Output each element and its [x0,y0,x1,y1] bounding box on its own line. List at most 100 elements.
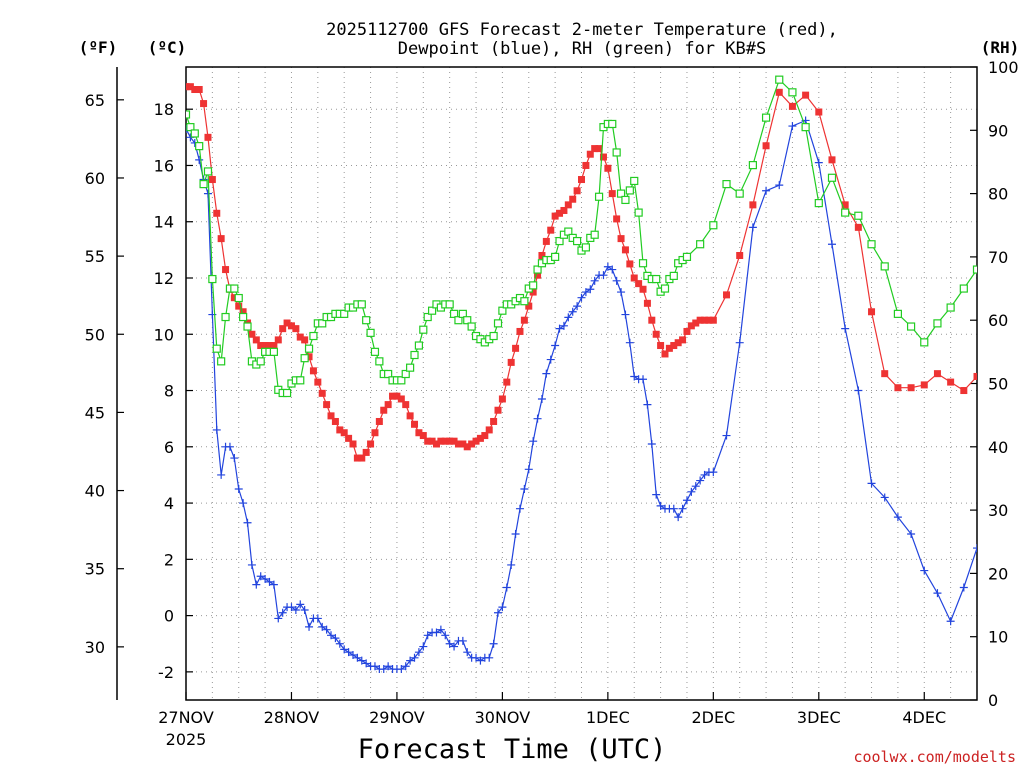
dewpoint-point [617,288,626,297]
dewpoint-point [625,338,634,347]
chart-title-line2: Dewpoint (blue), RH (green) for KB#S [398,39,766,59]
dewpoint-point [494,608,503,617]
rh-point [841,208,850,217]
dewpoint-point [212,425,221,434]
dewpoint-point [537,394,546,403]
dewpoint-point [313,614,322,623]
dewpoint-point [603,262,612,271]
grid-lines [186,67,977,700]
rh-point [401,369,410,379]
temperature-point [331,417,339,425]
temperature-point [200,100,208,108]
temperature-point [191,86,199,94]
dewpoint-point [472,653,481,662]
dewpoint-point [489,639,498,648]
temperature-point [815,108,823,116]
temperature-point [301,336,309,344]
dewpoint-point [647,439,656,448]
temperature-point [437,437,445,445]
temperature-point [608,190,616,198]
temperature-point [933,370,941,378]
temperature-point [591,145,599,153]
fahrenheit-tick-label: 60 [85,169,105,188]
dewpoint-point [406,656,415,665]
rh-point [573,236,582,246]
dewpoint-point [401,662,410,671]
temperature-point [828,156,836,164]
temperature-point [613,215,621,223]
rh-point [555,236,564,246]
temperature-point [419,432,427,440]
temperature-point [841,201,849,209]
rh-point [775,75,784,84]
dewpoint-point [305,622,314,631]
celsius-unit-label: (ºC) [148,38,187,57]
temperature-series [186,83,977,462]
chart-axes [116,66,978,701]
dewpoint-point [546,355,555,364]
rh-tick-label: 50 [988,375,1008,394]
dewpoint-point [234,485,243,493]
temperature-point [551,212,559,220]
temperature-point [367,440,375,448]
dewpoint-point [696,476,705,485]
temperature-point [490,417,498,425]
temperature-point [459,440,467,448]
credit-label: coolwx.com/modelts [853,748,1016,766]
temperature-point [375,417,383,425]
dewpoint-point [195,155,204,164]
dewpoint-point [322,625,331,634]
rh-point [467,322,476,331]
rh-point [458,309,467,318]
rh-tick-label: 100 [988,58,1019,77]
fahrenheit-tick-label: 50 [85,325,105,344]
temperature-point [446,437,454,445]
rh-point [423,312,432,322]
temperature-point [723,291,731,299]
dewpoint-point [880,493,889,502]
rh-point [234,293,243,303]
temperature-point [292,325,300,333]
fahrenheit-tick-label: 30 [85,638,105,657]
rh-tick-label: 0 [988,691,998,710]
fahrenheit-unit-label: (ºF) [79,38,118,57]
rh-point [652,274,661,284]
rh-point [880,262,889,271]
dewpoint-point [920,566,929,575]
rh-point [814,198,823,208]
rh-point [682,252,692,261]
temperature-point [257,342,265,350]
dewpoint-point [423,631,432,640]
rh-point [362,316,371,325]
celsius-tick-label: 4 [164,494,174,513]
rh-point [304,344,314,353]
temperature-point [560,206,568,214]
temperature-point [547,226,555,234]
temperature-point [736,251,744,259]
dewpoint-point [682,496,691,505]
temperature-point [327,412,335,420]
dewpoint-point [362,659,371,668]
rh-point [186,110,191,119]
rh-point [696,240,705,249]
temperature-point [652,330,660,338]
x-tick-label: 27NOV [158,708,214,727]
x-tick-label: 28NOV [264,708,320,727]
temperature-point [556,209,564,217]
rh-tick-label: 90 [988,121,1008,140]
rh-point [296,376,305,385]
temperature-point [186,83,194,91]
temperature-point [542,237,550,245]
rh-point [203,167,213,176]
temperature-point [648,316,656,324]
dewpoint-point [230,454,239,463]
x-tick-label: 3DEC [797,708,841,727]
temperature-point [802,91,810,99]
dewpoint-point [762,186,771,195]
dewpoint-point [225,442,234,451]
fahrenheit-tick-label: 45 [85,403,105,422]
temperature-point [397,395,405,403]
dewpoint-point [445,639,454,648]
dewpoint-point [841,324,850,333]
